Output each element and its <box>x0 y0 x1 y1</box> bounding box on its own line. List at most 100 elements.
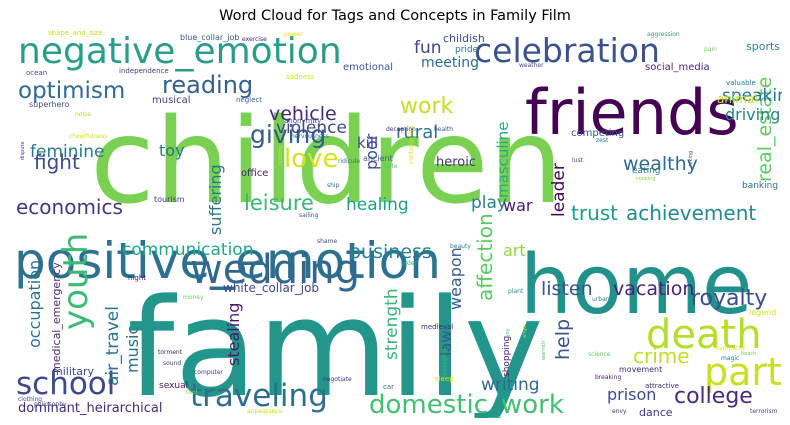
word-messaging: messaging <box>441 348 448 381</box>
word-night: night <box>128 274 146 282</box>
word-cooking: cooking <box>636 176 656 182</box>
word-warmth: warmth <box>541 341 547 360</box>
chart-title: Word Cloud for Tags and Concepts in Fami… <box>219 8 571 24</box>
word-children: children <box>90 92 563 230</box>
word-car: car <box>383 383 394 391</box>
word-strength: strength <box>382 288 402 360</box>
word-anger: anger <box>522 323 528 338</box>
word-communication: communication <box>122 240 253 260</box>
word-money: money <box>183 294 204 301</box>
word-dance: dance <box>639 406 673 418</box>
word-attractive: attractive <box>645 382 679 390</box>
word-sexual: sexual <box>159 381 188 391</box>
word-economics: economics <box>16 195 123 219</box>
word-family: family <box>127 270 544 418</box>
word-white-collar-job: white_collar_job <box>223 281 319 295</box>
word-childish: childish <box>443 32 485 45</box>
word-sound: sound <box>163 360 181 367</box>
word-neglect: neglect <box>236 96 262 104</box>
word-work: work <box>400 94 453 119</box>
word-animal: animal <box>717 92 758 106</box>
word-zest: zest <box>596 137 609 144</box>
word-ridicule: ridicule <box>338 158 360 165</box>
word-positive-emotion: positive_emotion <box>14 232 441 290</box>
word-domestic-work: domestic_work <box>369 390 564 418</box>
word-legend: legend <box>749 308 776 317</box>
word-hiking: hiking <box>688 151 694 166</box>
word-prison: prison <box>607 385 656 404</box>
word-anonymity: anonymity <box>284 117 321 125</box>
word-friends: friends <box>525 76 739 149</box>
word-vehicle: vehicle <box>269 103 337 125</box>
word-listen: listen <box>541 278 593 300</box>
word-trust: trust <box>571 201 618 225</box>
word-shame: shame <box>317 238 337 245</box>
word-feminine: feminine <box>30 142 104 162</box>
word-crime: crime <box>633 344 690 368</box>
word-clothing: clothing <box>18 396 42 403</box>
word-fun: fun <box>414 38 442 58</box>
word-vacation: vacation <box>613 278 694 300</box>
word-law: law <box>437 330 455 356</box>
word-joy: joy <box>505 329 511 337</box>
word-school: school <box>16 366 115 402</box>
word-noise: noise <box>75 111 91 118</box>
word-violence: violence <box>276 118 347 138</box>
word-beach: beach <box>741 351 756 357</box>
word-urban: urban <box>592 296 610 303</box>
word-heroic: heroic <box>436 155 476 170</box>
word-medical-emergency: medical_emergency <box>50 262 63 373</box>
word-valuable: valuable <box>726 79 756 87</box>
word-weapon: weapon <box>446 247 465 310</box>
word-music: music <box>123 326 142 373</box>
word-health: health <box>434 126 453 133</box>
word-poor: poor <box>362 133 381 170</box>
word-dispute: dispute <box>20 141 26 160</box>
word-sleep: sleep <box>435 375 454 383</box>
word-banking: banking <box>742 181 778 191</box>
word-help: help <box>552 319 574 360</box>
word-tourism: tourism <box>154 195 185 204</box>
word-cheerfulness: cheerfulness <box>69 133 107 140</box>
word-sadness: sadness <box>286 73 315 81</box>
word-negative-emotion: negative_emotion <box>18 31 342 72</box>
word-home: home <box>520 238 752 333</box>
word-independence: independence <box>119 67 169 75</box>
word-ocean: ocean <box>26 69 47 77</box>
word-reading: reading <box>162 71 253 99</box>
word-tool: tool <box>186 389 198 396</box>
word-driving: driving <box>725 105 780 124</box>
word-shopping: shopping <box>502 336 512 377</box>
word-traveling: traveling <box>190 378 328 414</box>
word-medieval: medieval <box>421 323 453 331</box>
word-magic: magic <box>721 355 739 362</box>
word-meeting: meeting <box>421 55 479 71</box>
word-occupation: occupation <box>25 260 44 348</box>
word-royalty: royalty <box>691 286 767 311</box>
word-celebration: celebration <box>474 31 660 70</box>
word-weather: weather <box>519 62 544 69</box>
word-ship: ship <box>327 182 340 189</box>
word-military: military <box>52 365 94 378</box>
word-fight: fight <box>34 150 80 174</box>
word-social-media: social_media <box>645 62 710 73</box>
word-sports: sports <box>746 40 780 53</box>
word-blue-collar-job: blue_collar_job <box>180 33 239 42</box>
word-contentment: contentment <box>408 125 415 164</box>
word-wealthy: wealthy <box>623 153 698 175</box>
word-superhero: superhero <box>29 100 69 109</box>
word-affection: affection <box>473 213 497 301</box>
word-ancient: ancient <box>363 154 393 163</box>
word-leisure: leisure <box>244 191 314 215</box>
word-competing: competing <box>571 128 624 139</box>
word-lust: lust <box>572 157 584 164</box>
word-suffering: suffering <box>206 164 225 235</box>
word-pride: pride <box>455 45 479 55</box>
word-toy: toy <box>159 141 185 160</box>
word-aggression: aggression <box>647 31 680 38</box>
word-office: office <box>241 168 268 179</box>
word-eating: eating <box>632 166 661 176</box>
word-emotional: emotional <box>343 62 393 73</box>
